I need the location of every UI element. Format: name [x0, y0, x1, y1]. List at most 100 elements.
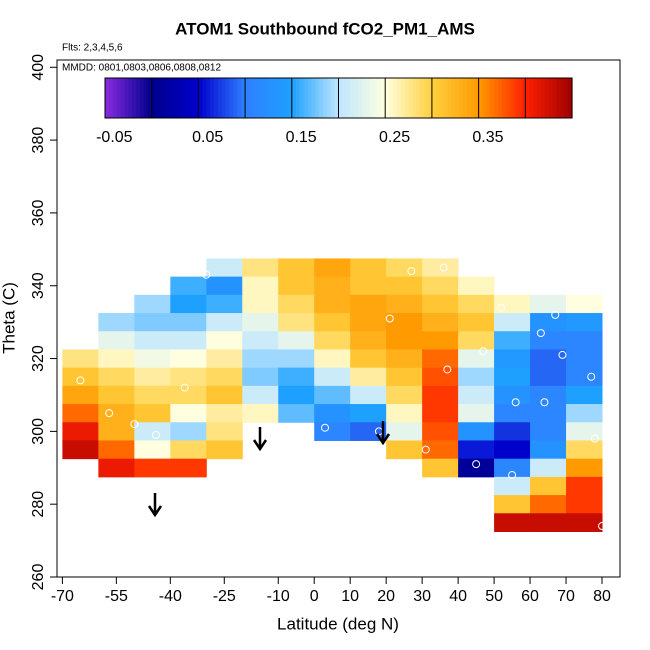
heat-cell [98, 404, 135, 423]
flight-point [479, 347, 488, 356]
x-axis-label: Latitude (deg N) [277, 614, 399, 633]
heat-cell [566, 476, 603, 496]
heat-cell [350, 404, 387, 423]
colorbar-swatch [529, 78, 534, 118]
colorbar-swatch [291, 78, 297, 118]
y-tick-label: 280 [30, 491, 47, 518]
heat-cell [206, 294, 243, 314]
colorbar-swatch [490, 78, 495, 118]
heat-cell [422, 294, 459, 314]
heat-cell [98, 422, 135, 441]
heat-cell [422, 367, 459, 387]
heat-cell [206, 276, 243, 296]
colorbar-swatch [151, 78, 157, 118]
heat-cell [278, 331, 315, 350]
colorbar-swatch [525, 78, 530, 118]
heat-cell [314, 385, 351, 405]
colorbar-swatch [408, 78, 414, 118]
colorbar-swatch [136, 78, 141, 118]
heat-cell [170, 276, 207, 296]
colorbar-swatch [284, 78, 289, 118]
colorbar-swatch [322, 78, 328, 118]
flight-point [590, 434, 599, 443]
heat-cell [566, 458, 603, 478]
heat-cell [566, 349, 603, 369]
colorbar-swatch [412, 78, 417, 118]
flight-point [497, 303, 506, 312]
colorbar-swatch [505, 78, 511, 118]
colorbar: -0.05 0.05 0.15 0.25 0.35 [96, 77, 573, 146]
colorbar-swatch [556, 78, 561, 118]
heat-cell [278, 313, 315, 332]
colorbar-swatch [105, 78, 110, 118]
heat-cell [530, 385, 567, 405]
heat-cell [98, 313, 135, 332]
flight-point [536, 329, 545, 338]
flight-point [76, 376, 85, 385]
heat-cell [206, 404, 243, 423]
colorbar-swatch [478, 78, 484, 118]
heat-cell [242, 349, 279, 369]
colorbar-swatch [182, 78, 188, 118]
heat-cell [278, 404, 315, 423]
colorbar-swatch [108, 78, 114, 118]
heat-cell [170, 313, 207, 332]
flight-point [180, 383, 189, 392]
heat-cell [242, 276, 279, 296]
heat-cell [62, 385, 99, 405]
heat-cell [134, 422, 171, 441]
colorbar-swatch [178, 78, 184, 118]
heat-cell [314, 331, 351, 350]
colorbar-swatch [268, 78, 273, 118]
colorbar-swatch [303, 78, 308, 118]
heat-cell [458, 349, 495, 369]
colorbar-swatch [451, 78, 456, 118]
y-tick-label: 260 [30, 564, 47, 591]
flight-point [508, 471, 517, 480]
heat-cell [458, 367, 495, 387]
colorbar-swatch [159, 78, 164, 118]
colorbar-swatch [513, 78, 519, 118]
colorbar-tick-label: 0.15 [286, 129, 317, 146]
heat-cell [134, 294, 171, 314]
heat-cell [242, 313, 279, 332]
heat-cell [170, 458, 207, 478]
heat-cell [494, 385, 531, 405]
x-tick-label: -40 [159, 588, 182, 605]
heat-cell [494, 349, 531, 369]
flight-point [421, 445, 430, 454]
colorbar-swatch [245, 78, 250, 118]
heat-cell [386, 349, 423, 369]
heat-cell [98, 458, 135, 478]
x-tick-label: 70 [557, 588, 575, 605]
x-tick-label: 20 [377, 588, 395, 605]
colorbar-swatch [116, 78, 122, 118]
colorbar-swatch [365, 78, 371, 118]
colorbar-swatch [424, 78, 429, 118]
heat-cell [530, 495, 567, 514]
heat-cell [422, 422, 459, 441]
colorbar-swatch [509, 78, 515, 118]
heat-cell [566, 313, 603, 332]
heat-cell [458, 294, 495, 314]
heat-cell [134, 458, 171, 478]
colorbar-swatch [381, 78, 386, 118]
heat-cell [206, 385, 243, 405]
x-tick-label: 30 [413, 588, 431, 605]
heat-cell [494, 476, 531, 496]
colorbar-swatch [498, 78, 503, 118]
colorbar-swatch [404, 78, 410, 118]
heat-cell [350, 367, 387, 387]
colorbar-swatch [128, 78, 133, 118]
heat-cell [458, 404, 495, 423]
colorbar-swatch [435, 78, 441, 118]
heat-cell [422, 276, 459, 296]
colorbar-swatch [326, 78, 332, 118]
heat-cell [170, 422, 207, 441]
heat-cell [98, 385, 135, 405]
heat-cell [458, 385, 495, 405]
colorbar-swatch [501, 78, 507, 118]
heat-cell [422, 440, 459, 460]
flight-point [472, 460, 481, 469]
heat-cell [530, 331, 567, 350]
